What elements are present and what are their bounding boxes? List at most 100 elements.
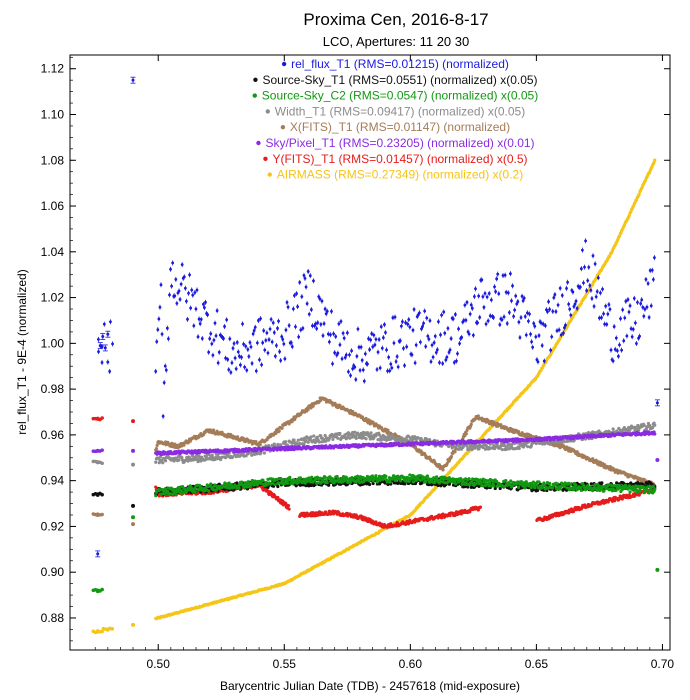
data-point (408, 473, 412, 477)
data-point (653, 487, 657, 491)
data-point (160, 332, 164, 336)
data-point (388, 480, 392, 484)
data-point (600, 481, 604, 485)
data-point (298, 476, 303, 480)
data-point (358, 480, 362, 485)
data-point (131, 448, 136, 453)
data-point (627, 213, 631, 217)
data-point (338, 431, 342, 436)
data-point (369, 431, 373, 435)
data-point (652, 160, 656, 165)
data-point (628, 490, 632, 494)
data-point (310, 475, 314, 479)
data-point (131, 522, 136, 527)
data-point (174, 277, 178, 281)
data-point (467, 477, 471, 481)
data-point (170, 284, 173, 288)
data-point (435, 475, 439, 479)
data-point (131, 503, 136, 508)
data-point (423, 479, 427, 483)
data-point (479, 480, 483, 485)
data-point (617, 234, 622, 238)
data-point (454, 482, 458, 486)
data-point (286, 481, 290, 485)
data-point (465, 444, 469, 448)
data-point (569, 507, 574, 511)
data-point (374, 474, 378, 478)
data-point (211, 428, 216, 432)
data-point (131, 462, 136, 467)
data-point (449, 454, 454, 459)
data-point (555, 482, 559, 486)
data-point (178, 297, 182, 301)
data-point (183, 286, 187, 290)
data-point (404, 438, 408, 443)
data-point (154, 460, 158, 464)
data-point (292, 438, 296, 442)
data-point (384, 474, 388, 478)
data-point (131, 419, 136, 424)
data-point (655, 567, 660, 572)
data-point (406, 476, 410, 480)
data-point (354, 436, 358, 441)
data-point (189, 306, 193, 310)
data-point (250, 453, 254, 457)
data-point (306, 407, 310, 412)
data-point (416, 436, 420, 440)
data-point (603, 463, 607, 467)
series-7 (91, 158, 657, 635)
data-point (163, 364, 167, 368)
data-point (186, 459, 190, 463)
data-point (642, 491, 646, 495)
data-point (323, 475, 327, 479)
data-point (161, 461, 165, 465)
data-point (182, 275, 186, 279)
data-point (453, 450, 457, 454)
data-point (240, 480, 244, 484)
data-point (367, 482, 372, 487)
data-point (168, 293, 171, 297)
data-point (399, 479, 403, 483)
data-point (364, 437, 368, 441)
data-point (100, 416, 104, 420)
data-point (158, 305, 162, 309)
data-point (262, 451, 267, 455)
data-point (504, 447, 509, 451)
data-point (296, 438, 300, 442)
data-point (167, 337, 170, 341)
data-point (157, 317, 161, 321)
data-point (526, 445, 530, 449)
data-point (425, 474, 430, 478)
data-point (315, 481, 319, 485)
data-point (177, 289, 181, 293)
data-point (154, 369, 158, 373)
data-point (273, 483, 277, 487)
data-point (492, 420, 496, 424)
data-point (280, 426, 284, 430)
data-point (653, 432, 657, 436)
data-point (187, 291, 190, 295)
data-point (591, 457, 595, 461)
data-point (163, 459, 168, 463)
data-point (281, 478, 285, 482)
data-point (574, 311, 578, 315)
data-point (562, 440, 567, 444)
data-point (469, 422, 473, 426)
data-point (637, 192, 641, 196)
data-point (100, 512, 104, 517)
data-point (193, 490, 197, 494)
data-point (283, 440, 288, 444)
data-point (100, 587, 104, 592)
data-point (186, 317, 189, 321)
data-point (180, 455, 184, 460)
data-point (237, 486, 241, 490)
data-point (466, 485, 470, 489)
data-point (288, 475, 292, 479)
data-point (537, 480, 541, 484)
data-point (182, 443, 186, 447)
data-point (177, 458, 181, 462)
data-point (100, 492, 104, 497)
data-point (164, 368, 168, 372)
data-point (411, 480, 415, 484)
